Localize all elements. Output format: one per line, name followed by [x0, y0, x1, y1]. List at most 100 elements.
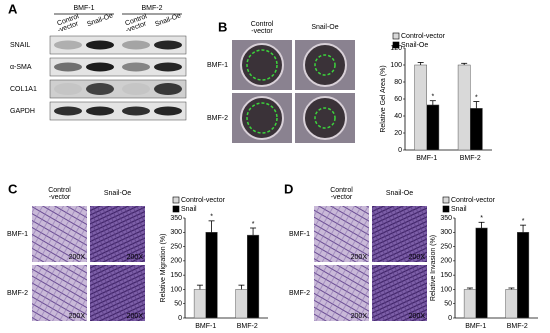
magnification: 200X [409, 254, 426, 261]
gel-outline [314, 107, 336, 129]
magnification: 200X [69, 313, 86, 320]
x-tick-label: BMF-2 [507, 323, 528, 330]
legend-swatch [392, 41, 400, 49]
magnification: 200X [409, 313, 426, 320]
bar [505, 289, 518, 319]
y-tick-label: 50 [174, 301, 182, 308]
bar [463, 289, 477, 319]
y-tick-label: 80 [394, 79, 402, 86]
magnification: 200X [351, 313, 368, 320]
y-tick-label: 0 [398, 147, 402, 154]
blot-group: BMF-2 [142, 5, 163, 12]
blot-band [86, 83, 114, 95]
y-tick-label: 200 [170, 258, 182, 265]
column-label: Control [251, 21, 274, 28]
column-label: Snail-Oe [311, 24, 338, 31]
cell-image [372, 265, 427, 321]
cell-image [32, 265, 87, 321]
x-tick-label: BMF-2 [460, 155, 481, 162]
cell-image [90, 206, 145, 262]
cell-image [90, 265, 145, 321]
magnification: 200X [127, 254, 144, 261]
y-tick-label: 300 [440, 229, 452, 236]
significance: * [431, 94, 434, 101]
row-label: BMF-1 [7, 231, 28, 238]
panel-label: D [284, 181, 293, 196]
cell-image [372, 206, 427, 262]
legend-label: Snail-Oe [401, 42, 428, 49]
row-label: BMF-1 [207, 62, 228, 69]
blot-strip [49, 57, 187, 77]
row-label: BMF-2 [207, 115, 228, 122]
well [303, 96, 347, 140]
y-tick-label: 250 [440, 243, 452, 250]
legend-label: Control-vector [401, 33, 446, 40]
blot-band [122, 62, 150, 72]
y-tick-label: 0 [448, 315, 452, 322]
significance: * [480, 215, 483, 222]
y-tick-label: 150 [440, 272, 452, 279]
blot-band [154, 83, 182, 95]
x-tick-label: BMF-2 [237, 323, 258, 330]
y-tick-label: 50 [444, 301, 452, 308]
blot-row-label: COL1A1 [10, 86, 37, 93]
y-tick-label: 100 [170, 286, 182, 293]
y-axis-title: Relative Gel Area (%) [380, 65, 387, 132]
y-tick-label: 250 [170, 243, 182, 250]
blot-band [54, 40, 82, 50]
y-tick-label: 40 [394, 113, 402, 120]
y-axis-title: Relative Migration (%) [160, 234, 167, 303]
gel-outline [314, 54, 336, 76]
lane-label: Snail-Oe [86, 12, 114, 28]
bar [517, 232, 530, 319]
legend-swatch [392, 32, 400, 40]
bar [235, 289, 248, 319]
cell-image [314, 265, 369, 321]
blot-band [54, 83, 82, 95]
legend-label: Control-vector [181, 197, 226, 204]
magnification: 200X [69, 254, 86, 261]
significance: * [522, 218, 525, 225]
blot-band [154, 40, 182, 50]
legend-swatch [172, 205, 180, 213]
y-tick-label: 350 [170, 215, 182, 222]
row-label: BMF-1 [289, 231, 310, 238]
y-tick-label: 120 [390, 45, 402, 52]
cell-image [32, 206, 87, 262]
blot-band [86, 106, 114, 116]
blot-band [122, 83, 150, 95]
bar [457, 64, 471, 151]
legend-swatch [442, 196, 450, 204]
cell-image [314, 206, 369, 262]
blot-band [86, 62, 114, 72]
significance: * [210, 214, 213, 221]
blot-band [122, 40, 150, 50]
y-tick-label: 100 [440, 286, 452, 293]
blot-band [54, 106, 82, 116]
blot-band [86, 40, 114, 50]
blot-band [122, 106, 150, 116]
bar [247, 234, 260, 319]
gel-outline [246, 49, 278, 81]
bar [193, 289, 207, 319]
row-label: BMF-2 [289, 290, 310, 297]
gel-outline [246, 102, 278, 134]
y-tick-label: 60 [394, 96, 402, 103]
row-label: BMF-2 [7, 290, 28, 297]
blot-strip [49, 35, 187, 55]
blot-band [154, 62, 182, 72]
well [303, 43, 347, 87]
significance: * [252, 221, 255, 228]
y-axis-title: Relative Invasion (%) [430, 235, 437, 301]
bar [414, 64, 428, 151]
y-tick-label: 0 [178, 315, 182, 322]
column-label: Control [48, 187, 71, 194]
bar [426, 104, 440, 151]
bar [475, 227, 488, 319]
y-tick-label: 300 [170, 229, 182, 236]
legend-label: Snail [451, 206, 467, 213]
column-label: Snail-Oe [386, 190, 413, 197]
significance: * [475, 94, 478, 101]
lane-label: Snail-Oe [154, 12, 182, 28]
panel-label: B [218, 19, 227, 34]
